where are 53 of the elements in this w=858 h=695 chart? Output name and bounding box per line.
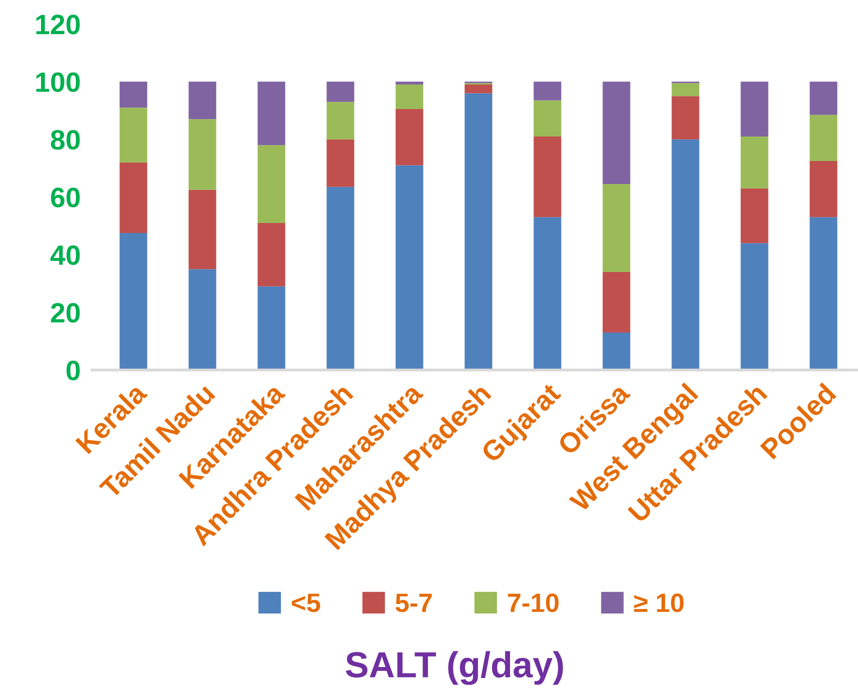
bar — [602, 272, 630, 333]
legend-label: 5-7 — [396, 594, 432, 612]
bar — [258, 82, 286, 146]
bar — [396, 109, 424, 166]
bar — [672, 83, 700, 96]
bar — [396, 165, 424, 370]
y-tick-label: 120 — [36, 14, 80, 34]
bar — [258, 286, 286, 370]
bar — [120, 233, 148, 370]
bar — [326, 102, 354, 140]
x-axis-title: SALT (g/day) — [346, 651, 563, 685]
bar — [464, 93, 492, 370]
legend-label: 7-10 — [508, 593, 559, 612]
bar — [326, 82, 354, 102]
bar — [120, 82, 148, 108]
bar — [326, 139, 354, 187]
bar — [740, 82, 768, 136]
y-tick-label: 80 — [50, 130, 80, 150]
bar — [534, 100, 562, 136]
y-tick-label: 40 — [50, 245, 80, 266]
legend-label: <5 — [292, 594, 320, 612]
bar — [258, 145, 286, 223]
bar — [258, 222, 286, 286]
bar — [810, 114, 838, 161]
bar — [188, 269, 216, 370]
bar — [672, 139, 700, 370]
bar — [740, 188, 768, 244]
bar — [120, 162, 148, 234]
y-tick-label: 60 — [51, 188, 80, 208]
bar — [464, 84, 492, 94]
bar — [120, 108, 148, 162]
bar — [326, 186, 354, 370]
bar — [534, 82, 562, 100]
bar — [810, 82, 838, 115]
bar — [740, 243, 768, 370]
bar — [188, 119, 216, 190]
bar — [740, 136, 768, 188]
y-tick-label: 0 — [66, 360, 80, 380]
bar — [810, 160, 838, 218]
legend-label: ≥ 10 — [634, 593, 684, 612]
bar — [810, 217, 838, 370]
bar — [672, 96, 700, 140]
y-tick-label: 20 — [50, 303, 80, 323]
bar — [602, 184, 630, 272]
y-tick-label: 100 — [36, 72, 80, 92]
bar — [396, 82, 424, 85]
bar — [602, 332, 630, 370]
bar — [534, 136, 562, 218]
bar — [188, 190, 216, 270]
bar — [188, 82, 216, 120]
bar — [534, 217, 562, 370]
bar — [396, 84, 424, 110]
bar — [602, 82, 630, 184]
